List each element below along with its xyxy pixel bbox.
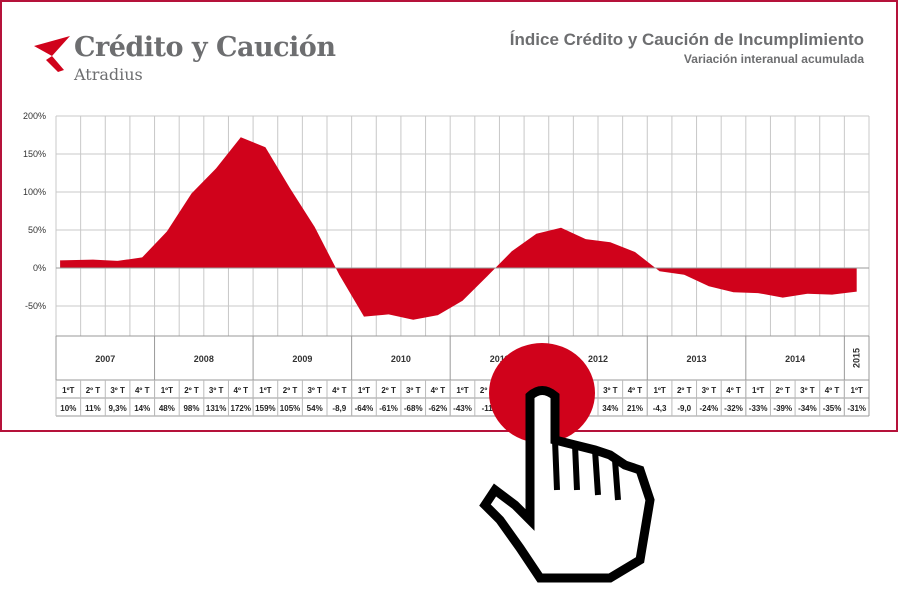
value-label: 54% [307,404,323,413]
value-label: -31% [847,404,866,413]
quarter-label: 2º T [480,386,495,395]
chart-frame [0,0,898,432]
quarter-label: 2º T [86,386,101,395]
value-label: 34% [602,404,618,413]
year-label: 2011 [490,354,510,364]
value-label: 105% [280,404,300,413]
quarter-label: 4º T [332,386,347,395]
value-label: -64% [355,404,374,413]
chart-title: Índice Crédito y Caución de Incumplimien… [509,30,864,49]
y-tick-label: -50% [25,301,46,311]
quarter-label: 2º T [677,386,692,395]
value-label: -8,9 [332,404,346,413]
year-label: 2015 [852,348,862,368]
quarter-label: 4º T [726,386,741,395]
y-tick-label: 50% [28,225,46,235]
value-label: -68% [404,404,423,413]
value-label: -32% [724,404,743,413]
value-label: -35% [823,404,842,413]
quarter-label: 4º T [234,386,249,395]
year-label: 2014 [785,354,805,364]
quarter-label: 3º T [307,386,322,395]
value-label: -34% [798,404,817,413]
quarter-label: 4º T [431,386,446,395]
value-label: 14% [134,404,150,413]
quarter-label: 2º T [381,386,396,395]
quarter-label: 3º T [800,386,815,395]
chart-subtitle: Variación interanual acumulada [683,52,864,66]
y-tick-label: 150% [23,149,46,159]
quarter-label: 1ºT [456,386,468,395]
quarter-label: 1ºT [653,386,665,395]
quarter-label: 3º T [110,386,125,395]
y-tick-label: 200% [23,111,46,121]
value-label: 48% [159,404,175,413]
year-label: 2010 [391,354,411,364]
value-label: -62% [429,404,448,413]
year-label: 2012 [588,354,608,364]
quarter-label: 1ºT [62,386,74,395]
y-tick-label: 0% [33,263,46,273]
value-label: -24% [700,404,719,413]
quarter-label: 2º T [776,386,791,395]
logo: Crédito y Caución Atradius [32,32,336,92]
value-label: -33% [749,404,768,413]
area-series [60,137,857,320]
quarter-label: 4º T [529,386,544,395]
value-label: -39% [773,404,792,413]
quarter-label: 3º T [406,386,421,395]
quarter-label: 1ºT [752,386,764,395]
quarter-label: 3º T [603,386,618,395]
year-label: 2007 [95,354,115,364]
value-label: 11% [85,404,101,413]
quarter-label: 1ºT [259,386,271,395]
chart-svg: 200% 150% 100% 50% 0% -50% 2007 2008 2009 2010 201… [23,111,870,417]
quarter-label: 1ºT [161,386,173,395]
value-label: -11 [482,404,494,413]
logo-tagline: Atradius [74,65,143,84]
quarter-label: 2º T [184,386,199,395]
value-label: 9,3% [108,404,126,413]
value-label: 131% [206,404,226,413]
chart-titles: Índice Crédito y Caución de Incumplimien… [510,30,864,66]
quarter-label: 2º T [578,386,593,395]
quarter-label: 4º T [135,386,150,395]
y-tick-label: 100% [23,187,46,197]
value-label: 159% [255,404,275,413]
quarter-label: 2º T [283,386,298,395]
year-label: 2009 [292,354,312,364]
value-label: -9,0 [677,404,691,413]
value-label: 21% [627,404,643,413]
quarter-label: 3º T [505,386,520,395]
value-label: -4,3 [653,404,667,413]
quarter-label: 3º T [209,386,224,395]
quarter-label: 1ºT [555,386,567,395]
value-label: 172% [231,404,251,413]
value-label: 10% [60,404,76,413]
quarter-label: 4º T [628,386,643,395]
value-label: -61% [379,404,398,413]
year-label: 2008 [194,354,214,364]
logo-name: Crédito y Caución [74,32,336,63]
quarter-label: 4º T [825,386,840,395]
value-label: 98% [183,404,199,413]
value-label: -43% [453,404,472,413]
quarter-label: 3º T [702,386,717,395]
year-label: 2013 [687,354,707,364]
quarter-label: 1ºT [851,386,863,395]
logo-mark-icon [34,36,70,72]
quarter-label: 1ºT [358,386,370,395]
